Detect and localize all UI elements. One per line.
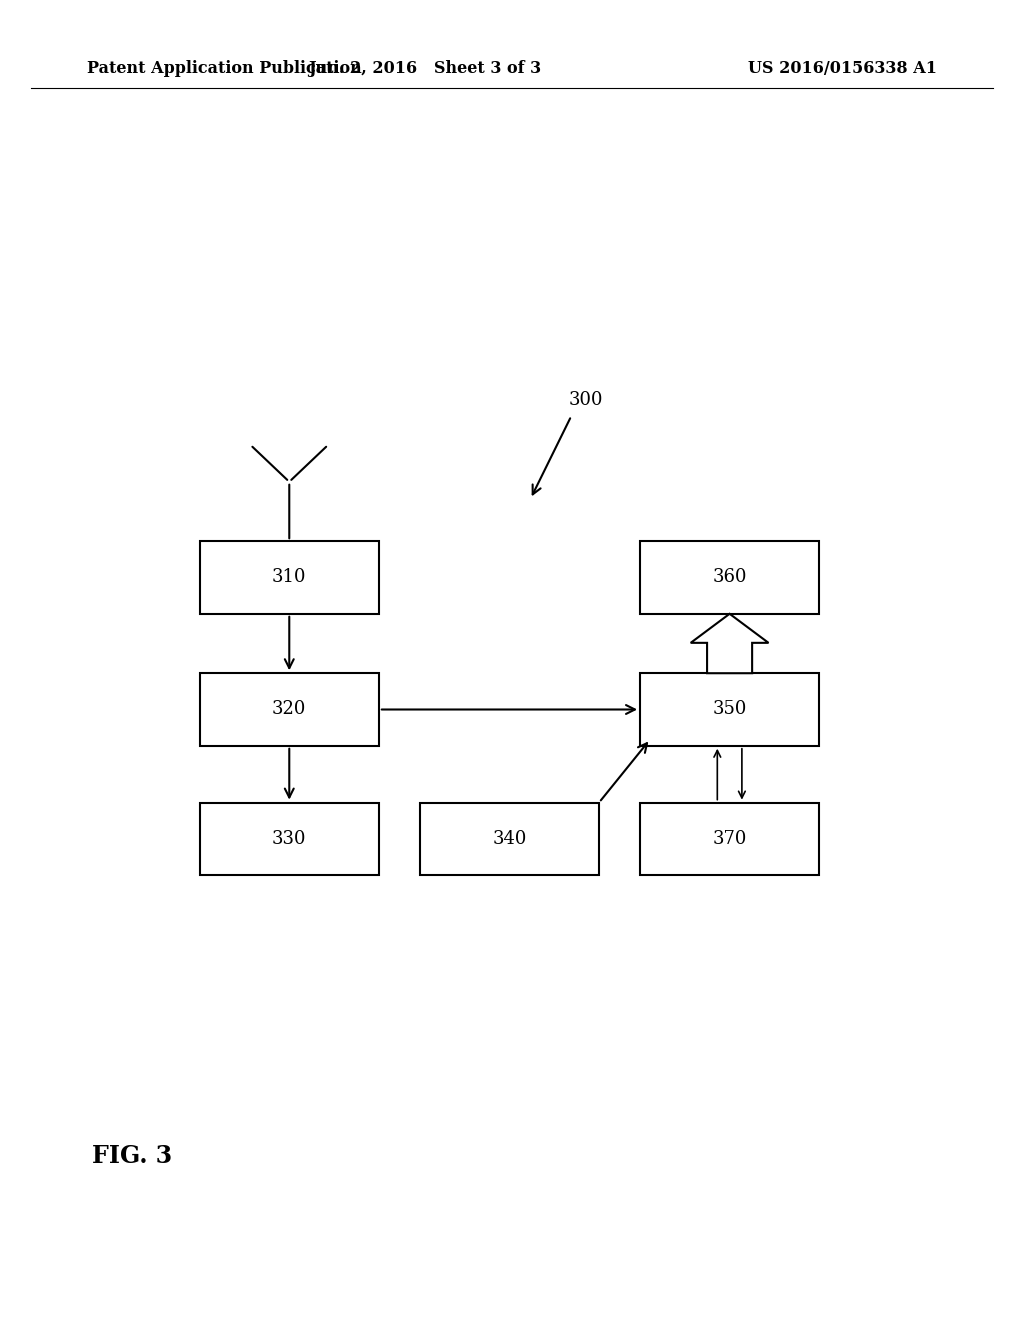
Text: 310: 310: [272, 569, 306, 586]
Text: 320: 320: [272, 701, 306, 718]
Text: Jun. 2, 2016   Sheet 3 of 3: Jun. 2, 2016 Sheet 3 of 3: [308, 61, 542, 77]
Polygon shape: [690, 614, 768, 673]
Text: US 2016/0156338 A1: US 2016/0156338 A1: [748, 61, 937, 77]
Bar: [200, 803, 379, 875]
Text: Patent Application Publication: Patent Application Publication: [87, 61, 361, 77]
Text: 350: 350: [713, 701, 746, 718]
Text: 330: 330: [272, 830, 306, 847]
Text: 300: 300: [568, 391, 603, 409]
Bar: [640, 673, 819, 746]
Text: 370: 370: [713, 830, 746, 847]
Bar: [200, 541, 379, 614]
Text: 340: 340: [493, 830, 526, 847]
Bar: [200, 673, 379, 746]
Bar: [640, 803, 819, 875]
Bar: [640, 541, 819, 614]
Text: FIG. 3: FIG. 3: [92, 1144, 172, 1168]
Bar: [420, 803, 599, 875]
Text: 360: 360: [713, 569, 746, 586]
